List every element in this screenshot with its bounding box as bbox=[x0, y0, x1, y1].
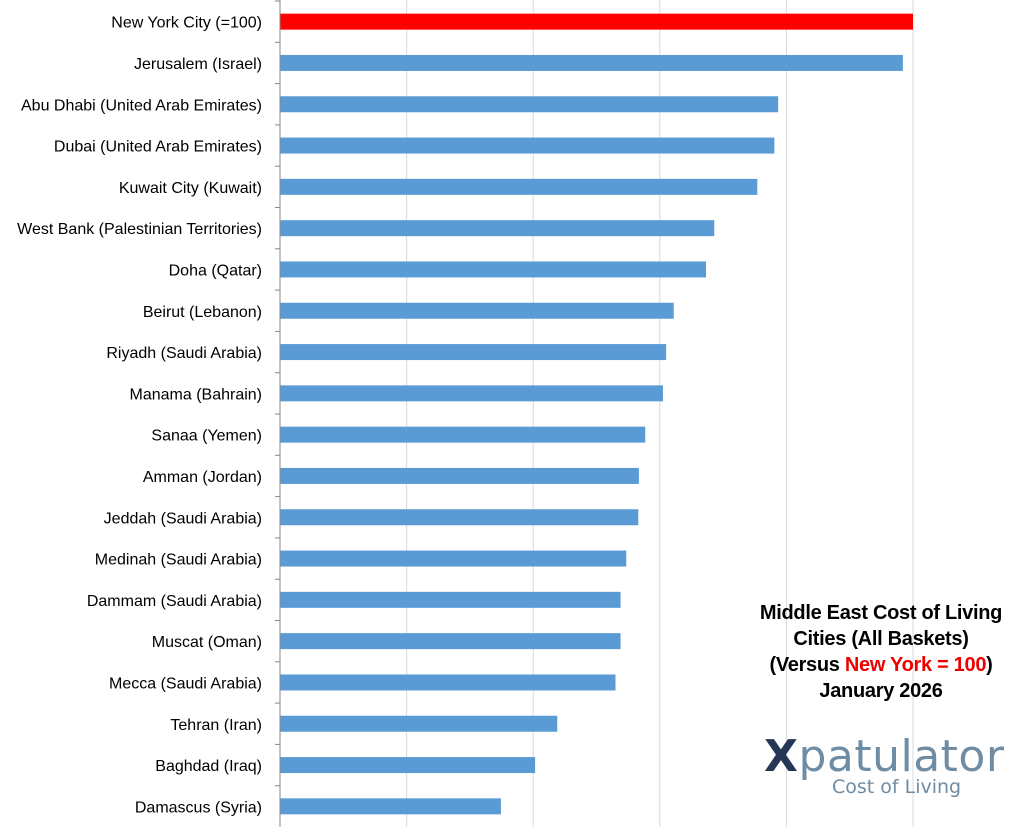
bar-16 bbox=[280, 674, 616, 691]
bar-6 bbox=[280, 261, 707, 278]
bar-7 bbox=[280, 302, 674, 319]
bar-11 bbox=[280, 467, 639, 484]
bar-3 bbox=[280, 137, 775, 154]
bar-14 bbox=[280, 591, 621, 608]
bar-8 bbox=[280, 344, 667, 361]
category-label-15: Muscat (Oman) bbox=[152, 634, 262, 651]
bar-1 bbox=[280, 54, 903, 71]
category-label-8: Riyadh (Saudi Arabia) bbox=[106, 345, 262, 362]
category-label-9: Manama (Bahrain) bbox=[130, 386, 263, 403]
title-line-1: Middle East Cost of Living bbox=[759, 602, 1003, 624]
title-line-4: January 2026 bbox=[819, 680, 943, 702]
bar-5 bbox=[280, 220, 715, 237]
category-label-7: Beirut (Lebanon) bbox=[143, 304, 262, 321]
category-label-17: Tehran (Iran) bbox=[170, 717, 262, 734]
title-line-3: (Versus New York = 100) bbox=[726, 652, 1024, 678]
category-label-4: Kuwait City (Kuwait) bbox=[119, 180, 262, 197]
logo-word: patulator bbox=[798, 731, 1005, 782]
chart-title: Middle East Cost of Living Cities (All B… bbox=[726, 600, 1024, 704]
logo-x-letter: X bbox=[764, 731, 799, 782]
category-label-0: New York City (=100) bbox=[111, 15, 262, 32]
category-label-11: Amman (Jordan) bbox=[143, 469, 262, 486]
title-line-3-pre: (Versus bbox=[769, 654, 845, 676]
bar-15 bbox=[280, 633, 621, 650]
bar-0 bbox=[280, 13, 913, 30]
bar-12 bbox=[280, 509, 639, 526]
category-label-14: Dammam (Saudi Arabia) bbox=[87, 593, 262, 610]
bar-9 bbox=[280, 385, 663, 402]
bar-2 bbox=[280, 96, 779, 113]
title-line-3-highlight: New York = 100 bbox=[844, 654, 987, 676]
category-label-12: Jeddah (Saudi Arabia) bbox=[104, 510, 262, 527]
category-label-19: Damascus (Syria) bbox=[135, 799, 262, 816]
bar-13 bbox=[280, 550, 627, 567]
category-label-3: Dubai (United Arab Emirates) bbox=[54, 139, 262, 156]
category-labels: New York City (=100) Jerusalem (Israel) Ab… bbox=[17, 0, 280, 816]
xpatulator-logo: Xpatulator Cost of Living bbox=[760, 728, 1020, 808]
bars bbox=[280, 13, 913, 815]
bar-4 bbox=[280, 178, 758, 195]
logo-wordmark: Xpatulator bbox=[764, 728, 1004, 786]
category-label-1: Jerusalem (Israel) bbox=[134, 56, 262, 73]
bar-17 bbox=[280, 715, 558, 732]
category-label-10: Sanaa (Yemen) bbox=[151, 428, 262, 445]
category-label-16: Mecca (Saudi Arabia) bbox=[109, 675, 262, 692]
category-label-13: Medinah (Saudi Arabia) bbox=[95, 552, 262, 569]
bar-19 bbox=[280, 798, 501, 815]
bar-10 bbox=[280, 426, 646, 443]
title-line-2: Cities (All Baskets) bbox=[793, 628, 969, 650]
category-label-5: West Bank (Palestinian Territories) bbox=[17, 221, 262, 238]
bar-18 bbox=[280, 757, 536, 774]
category-label-18: Baghdad (Iraq) bbox=[155, 758, 262, 775]
category-label-2: Abu Dhabi (United Arab Emirates) bbox=[21, 97, 262, 114]
title-line-3-post: ) bbox=[986, 654, 993, 676]
logo-tagline: Cost of Living bbox=[832, 776, 962, 798]
category-label-6: Doha (Qatar) bbox=[169, 262, 262, 279]
